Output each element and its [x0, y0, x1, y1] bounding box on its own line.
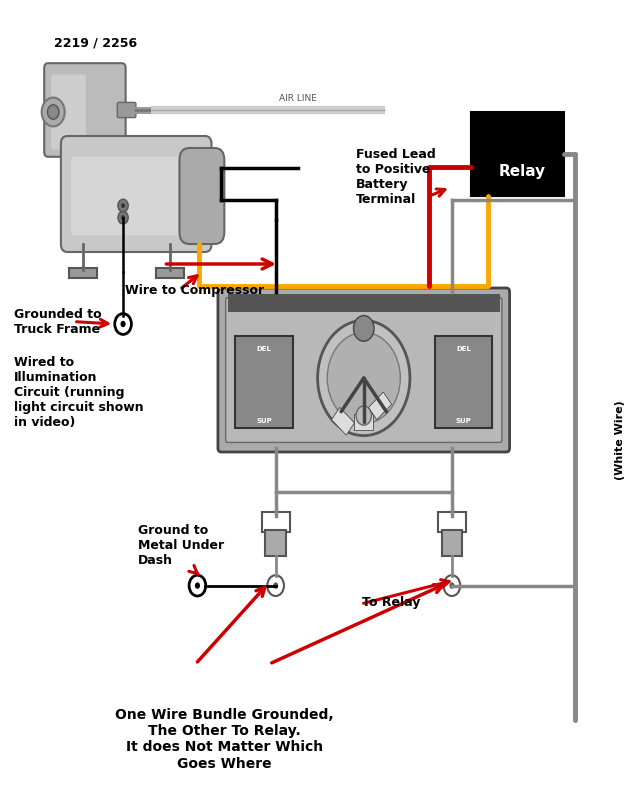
- Circle shape: [267, 575, 284, 596]
- Circle shape: [121, 203, 125, 208]
- Text: 2219 / 2256: 2219 / 2256: [54, 36, 138, 49]
- Circle shape: [118, 199, 128, 212]
- FancyBboxPatch shape: [61, 136, 212, 252]
- Text: DEL: DEL: [256, 346, 272, 351]
- Circle shape: [444, 575, 460, 596]
- Text: SUP: SUP: [456, 418, 471, 424]
- Text: One Wire Bundle Grounded,
The Other To Relay.
It does Not Matter Which
Goes Wher: One Wire Bundle Grounded, The Other To R…: [115, 708, 334, 770]
- Text: Ground to
Metal Under
Dash: Ground to Metal Under Dash: [138, 524, 224, 567]
- Circle shape: [356, 406, 372, 426]
- Circle shape: [121, 321, 126, 327]
- Circle shape: [328, 333, 400, 424]
- FancyBboxPatch shape: [218, 288, 510, 452]
- Bar: [228, 294, 500, 312]
- Bar: [435, 336, 492, 428]
- Bar: [438, 512, 466, 532]
- Circle shape: [354, 316, 374, 342]
- Text: (White Wire): (White Wire): [615, 400, 626, 480]
- Circle shape: [195, 582, 200, 589]
- Bar: [156, 268, 184, 278]
- FancyBboxPatch shape: [226, 298, 502, 442]
- Bar: [331, 407, 354, 435]
- FancyBboxPatch shape: [71, 157, 185, 235]
- Circle shape: [118, 211, 128, 224]
- FancyBboxPatch shape: [179, 148, 224, 244]
- Text: To Relay: To Relay: [362, 596, 420, 609]
- FancyBboxPatch shape: [44, 63, 126, 157]
- Bar: [442, 530, 462, 556]
- Text: Wired to
Illumination
Circuit (running
light circuit shown
in video): Wired to Illumination Circuit (running l…: [14, 356, 144, 429]
- Circle shape: [115, 314, 131, 334]
- Bar: [471, 112, 564, 196]
- Bar: [69, 268, 97, 278]
- Bar: [369, 392, 392, 420]
- Text: DEL: DEL: [456, 346, 471, 351]
- Circle shape: [318, 320, 410, 435]
- Text: SUP: SUP: [256, 418, 272, 424]
- FancyBboxPatch shape: [117, 102, 136, 118]
- Text: Relay: Relay: [499, 164, 546, 179]
- Text: Grounded to
Truck Frame: Grounded to Truck Frame: [14, 308, 102, 336]
- Text: Wire to Compressor: Wire to Compressor: [125, 284, 264, 297]
- Circle shape: [47, 105, 59, 119]
- Bar: [235, 336, 293, 428]
- Bar: [262, 512, 290, 532]
- Text: AIR LINE: AIR LINE: [279, 94, 317, 102]
- Circle shape: [42, 98, 65, 126]
- Circle shape: [273, 582, 278, 589]
- Circle shape: [449, 582, 454, 589]
- Circle shape: [121, 215, 125, 220]
- Text: Fused Lead
to Positive
Battery
Terminal: Fused Lead to Positive Battery Terminal: [356, 148, 435, 206]
- Bar: [265, 530, 286, 556]
- Circle shape: [189, 575, 206, 596]
- FancyBboxPatch shape: [51, 74, 86, 150]
- Bar: [71, 148, 115, 184]
- Bar: [354, 414, 373, 430]
